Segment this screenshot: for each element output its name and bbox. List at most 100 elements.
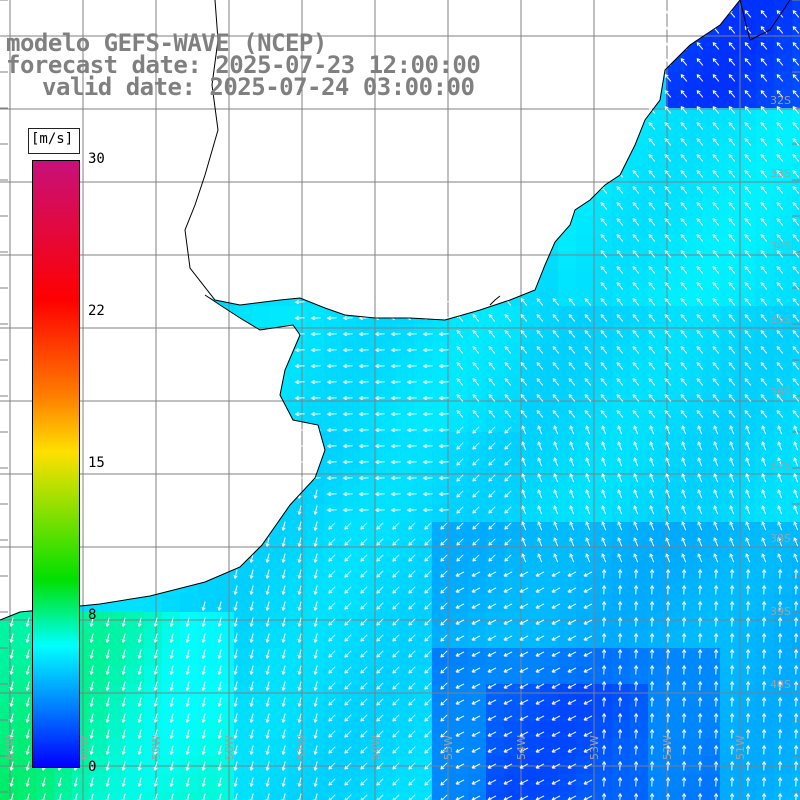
- colorbar: [32, 160, 80, 768]
- wind-cell: [684, 504, 702, 522]
- wind-cell: [396, 486, 414, 504]
- latitude-label: 40S: [770, 678, 791, 691]
- wind-cell: [396, 414, 414, 432]
- wind-cell: [774, 414, 792, 432]
- wind-cell: [522, 558, 540, 576]
- wind-cell: [144, 612, 162, 630]
- wind-cell: [774, 126, 792, 144]
- wind-cell: [612, 630, 630, 648]
- wind-cell: [702, 324, 720, 342]
- wind-cell: [684, 54, 702, 72]
- wind-cell: [324, 648, 342, 666]
- wind-cell: [792, 270, 800, 288]
- wind-cell: [414, 342, 432, 360]
- wind-cell: [342, 504, 360, 522]
- wind-cell: [792, 0, 800, 18]
- wind-cell: [792, 342, 800, 360]
- wind-cell: [684, 792, 702, 800]
- wind-cell: [162, 720, 180, 738]
- wind-cell: [414, 414, 432, 432]
- wind-cell: [360, 540, 378, 558]
- wind-cell: [720, 360, 738, 378]
- wind-cell: [432, 522, 450, 540]
- wind-cell: [252, 648, 270, 666]
- wind-cell: [396, 576, 414, 594]
- wind-cell: [180, 666, 198, 684]
- wind-cell: [522, 360, 540, 378]
- wind-cell: [702, 396, 720, 414]
- wind-cell: [666, 576, 684, 594]
- wind-cell: [612, 702, 630, 720]
- wind-cell: [756, 0, 774, 18]
- wind-cell: [594, 630, 612, 648]
- wind-cell: [774, 18, 792, 36]
- wind-cell: [162, 612, 180, 630]
- wind-cell: [288, 648, 306, 666]
- wind-cell: [504, 540, 522, 558]
- wind-cell: [738, 252, 756, 270]
- wind-cell: [774, 198, 792, 216]
- wind-cell: [684, 342, 702, 360]
- wind-cell: [324, 396, 342, 414]
- wind-cell: [360, 360, 378, 378]
- wind-cell: [594, 702, 612, 720]
- wind-cell: [720, 594, 738, 612]
- wind-cell: [504, 630, 522, 648]
- wind-cell: [396, 612, 414, 630]
- wind-cell: [612, 486, 630, 504]
- wind-cell: [198, 720, 216, 738]
- wind-cell: [702, 36, 720, 54]
- wind-cell: [666, 342, 684, 360]
- wind-cell: [756, 72, 774, 90]
- wind-cell: [558, 306, 576, 324]
- wind-cell: [720, 450, 738, 468]
- wind-cell: [684, 432, 702, 450]
- wind-cell: [468, 738, 486, 756]
- wind-cell: [306, 612, 324, 630]
- wind-cell: [432, 612, 450, 630]
- wind-cell: [126, 774, 144, 792]
- wind-cell: [504, 558, 522, 576]
- wind-cell: [432, 378, 450, 396]
- wind-cell: [648, 306, 666, 324]
- longitude-label: 52W: [661, 735, 674, 760]
- wind-cell: [594, 504, 612, 522]
- wind-cell: [270, 306, 288, 324]
- wind-cell: [720, 666, 738, 684]
- wind-cell: [378, 414, 396, 432]
- wind-cell: [702, 486, 720, 504]
- wind-cell: [630, 378, 648, 396]
- wind-cell: [648, 576, 666, 594]
- wind-cell: [396, 522, 414, 540]
- wind-cell: [576, 252, 594, 270]
- wind-cell: [432, 360, 450, 378]
- wind-cell: [594, 360, 612, 378]
- wind-cell: [774, 522, 792, 540]
- wind-cell: [720, 180, 738, 198]
- wind-cell: [54, 774, 72, 792]
- wind-cell: [198, 612, 216, 630]
- wind-cell: [738, 702, 756, 720]
- wind-cell: [558, 270, 576, 288]
- wind-cell: [756, 252, 774, 270]
- wind-cell: [198, 702, 216, 720]
- wind-cell: [684, 468, 702, 486]
- wind-cell: [540, 648, 558, 666]
- wind-cell: [288, 504, 306, 522]
- wind-cell: [630, 414, 648, 432]
- wind-cell: [540, 774, 558, 792]
- wind-cell: [612, 558, 630, 576]
- wind-cell: [756, 108, 774, 126]
- wind-cell: [702, 126, 720, 144]
- wind-cell: [522, 432, 540, 450]
- wind-cell: [324, 342, 342, 360]
- wind-cell: [666, 288, 684, 306]
- wind-cell: [684, 540, 702, 558]
- wind-cell: [630, 396, 648, 414]
- wind-cell: [702, 522, 720, 540]
- wind-cell: [594, 540, 612, 558]
- valid-date: valid date: 2025-07-24 03:00:00: [42, 73, 475, 101]
- wind-cell: [630, 504, 648, 522]
- wind-cell: [576, 342, 594, 360]
- wind-cell: [720, 216, 738, 234]
